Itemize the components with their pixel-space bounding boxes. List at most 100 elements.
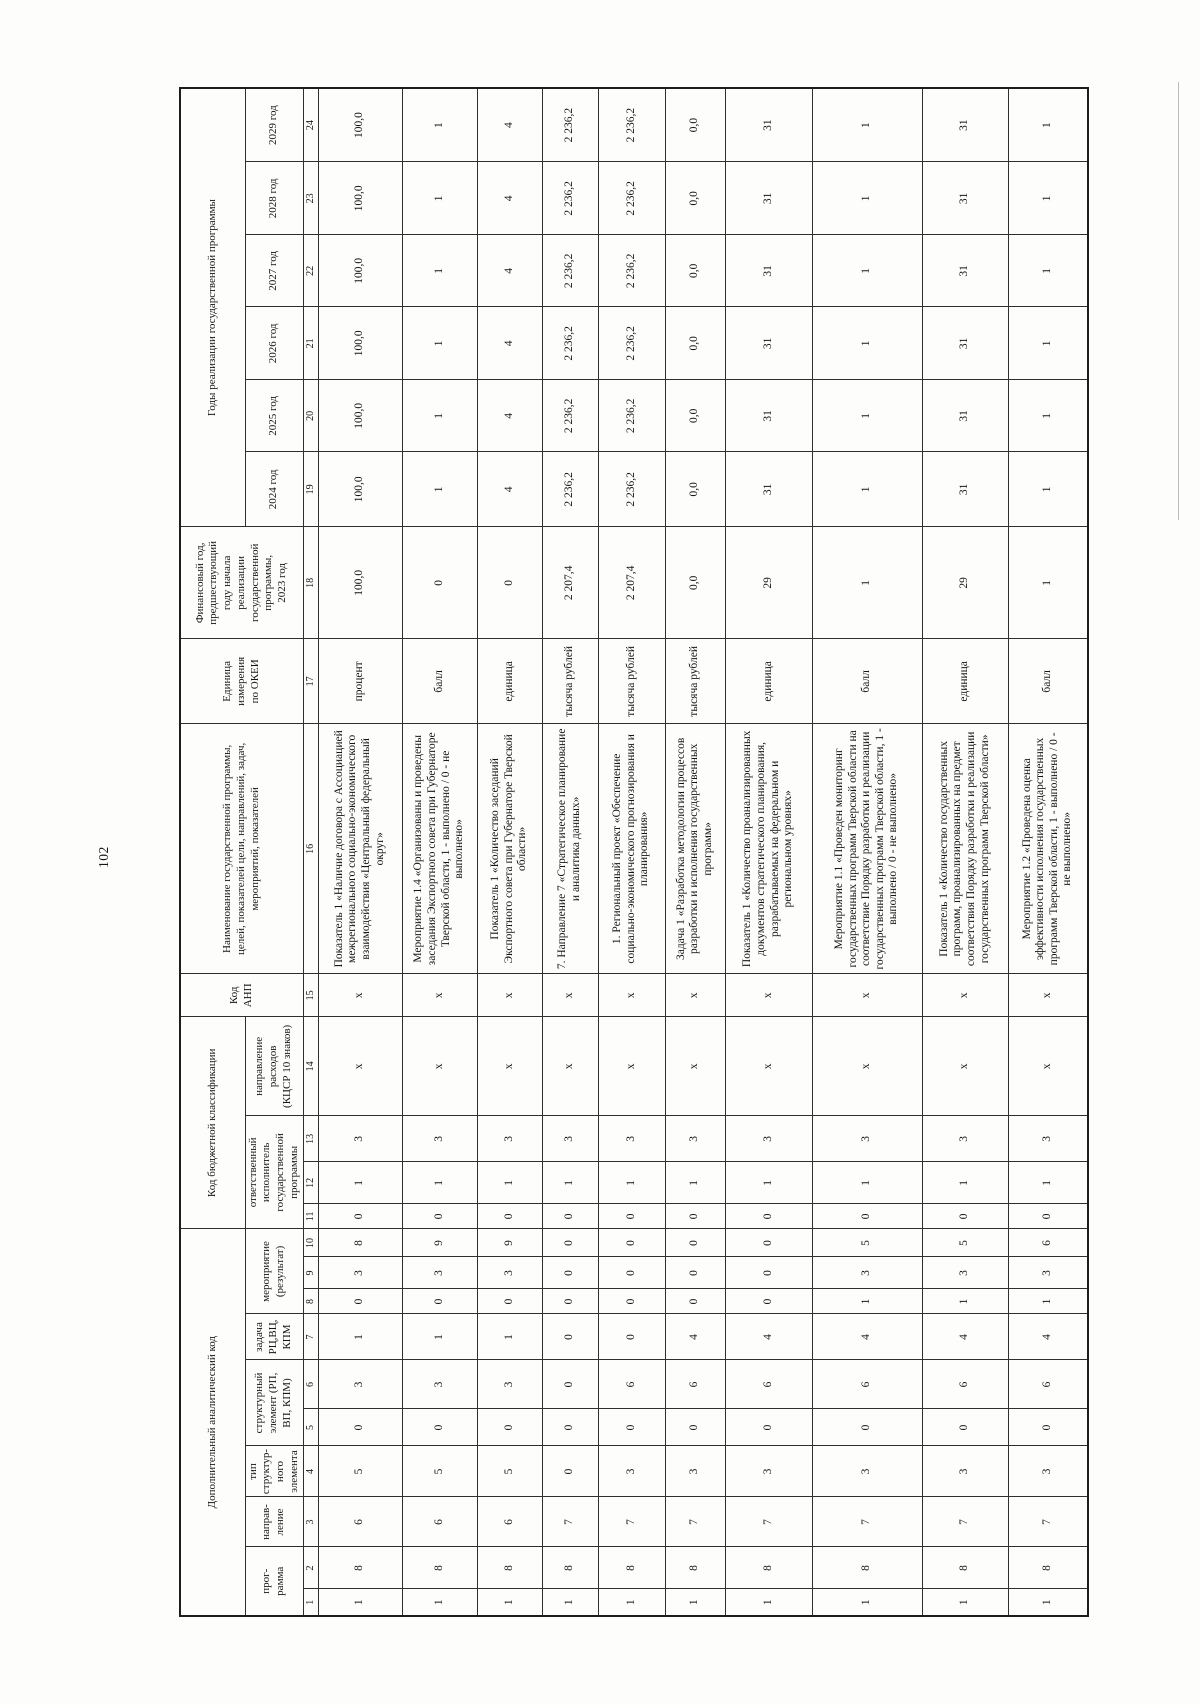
code-cell: 0 — [542, 1203, 598, 1229]
value-cell-2025: 1 — [402, 379, 477, 452]
column-number: 13 — [303, 1115, 318, 1162]
table-row: 1 8 7 3 0 6 4 1 3 6 0 1 3 х х Мероприяти… — [1008, 87, 1088, 1616]
header-fin-year-column: Финансовый год, предшествующий году нача… — [180, 526, 303, 639]
code-cell: 3 — [318, 1257, 402, 1289]
value-cell-2024: 31 — [725, 451, 812, 527]
header-task: задача РЦ,ВЦ, КПМ — [245, 1314, 303, 1360]
code-cell: 0 — [542, 1257, 598, 1289]
value-cell-2024: 31 — [922, 451, 1008, 527]
value-cell-2027: 100,0 — [318, 234, 402, 307]
code-cell: 1 — [318, 1161, 402, 1204]
value-cell-2029: 1 — [402, 87, 477, 162]
unit-cell: тысяча рублей — [542, 638, 598, 724]
code-cell: 4 — [725, 1314, 812, 1360]
value-cell-2024: 100,0 — [318, 451, 402, 527]
code-cell: 6 — [922, 1360, 1008, 1409]
name-cell: Показатель 1 «Количество государственных… — [922, 723, 1008, 974]
code-cell: 0 — [598, 1289, 665, 1314]
code-cell: 0 — [542, 1446, 598, 1497]
header-event: мероприятие (результат) — [245, 1228, 303, 1314]
expense-cell: х — [1008, 1016, 1088, 1116]
value-cell-2023: 0,0 — [665, 526, 725, 639]
code-cell: 0 — [318, 1409, 402, 1446]
table-row: 1 8 7 3 0 6 4 1 3 5 0 1 3 х х Показатель… — [922, 87, 1008, 1616]
code-cell: 1 — [598, 1161, 665, 1204]
unit-cell: единица — [725, 638, 812, 724]
value-cell-2028: 2 236,2 — [542, 161, 598, 235]
code-cell: 1 — [812, 1589, 922, 1616]
code-cell: 1 — [598, 1589, 665, 1616]
code-cell: 0 — [665, 1409, 725, 1446]
value-cell-2025: 2 236,2 — [598, 379, 665, 452]
value-cell-2023: 2 207,4 — [542, 526, 598, 639]
code-cell: 6 — [725, 1360, 812, 1409]
code-cell: 0 — [665, 1257, 725, 1289]
header-row-groups: Дополнительный аналитический код Код бюд… — [180, 87, 303, 1616]
table-row: 1 8 6 5 0 3 1 0 3 9 0 1 3 х х Мероприяти… — [402, 87, 477, 1616]
code-cell: 1 — [725, 1589, 812, 1616]
code-cell: 3 — [402, 1257, 477, 1289]
code-cell: 8 — [665, 1547, 725, 1589]
column-number: 9 — [303, 1257, 318, 1289]
header-year-2028: 2028 год — [245, 161, 303, 235]
value-cell-2024: 1 — [812, 451, 922, 527]
code-cell: 6 — [477, 1497, 542, 1547]
code-cell: 1 — [318, 1589, 402, 1616]
code-cell: 0 — [542, 1409, 598, 1446]
header-anp-code: Код АНП — [180, 973, 303, 1017]
code-cell: 8 — [598, 1547, 665, 1589]
column-number: 17 — [303, 638, 318, 724]
anp-cell: х — [922, 973, 1008, 1017]
code-cell: 1 — [318, 1314, 402, 1360]
value-cell-2027: 1 — [1008, 234, 1088, 307]
code-cell: 1 — [922, 1161, 1008, 1204]
code-cell: 7 — [598, 1497, 665, 1547]
code-cell: 1 — [542, 1161, 598, 1204]
code-cell: 0 — [542, 1228, 598, 1257]
table-row: 1 8 6 5 0 3 1 0 3 9 0 1 3 х х Показатель… — [477, 87, 542, 1616]
unit-cell: балл — [812, 638, 922, 724]
value-cell-2024: 0,0 — [665, 451, 725, 527]
value-cell-2029: 31 — [922, 87, 1008, 162]
code-cell: 3 — [477, 1115, 542, 1162]
code-cell: 0 — [665, 1203, 725, 1229]
code-cell: 3 — [725, 1446, 812, 1497]
name-cell: 1. Региональный проект «Обеспечение соци… — [598, 723, 665, 974]
value-cell-2026: 1 — [812, 306, 922, 380]
anp-cell: х — [812, 973, 922, 1017]
code-cell: 8 — [922, 1547, 1008, 1589]
code-cell: 0 — [1008, 1203, 1088, 1229]
code-cell: 0 — [598, 1228, 665, 1257]
value-cell-2026: 4 — [477, 306, 542, 380]
code-cell: 7 — [542, 1497, 598, 1547]
code-cell: 3 — [318, 1115, 402, 1162]
code-cell: 3 — [318, 1360, 402, 1409]
header-analytical-code: Дополнительный аналитический код — [180, 1228, 245, 1616]
code-cell: 0 — [598, 1314, 665, 1360]
anp-cell: х — [665, 973, 725, 1017]
code-cell: 1 — [725, 1161, 812, 1204]
value-cell-2027: 2 236,2 — [542, 234, 598, 307]
column-number: 4 — [303, 1446, 318, 1497]
value-cell-2024: 2 236,2 — [542, 451, 598, 527]
code-cell: 0 — [542, 1360, 598, 1409]
expense-cell: х — [542, 1016, 598, 1116]
column-number: 19 — [303, 451, 318, 527]
code-cell: 1 — [402, 1314, 477, 1360]
code-cell: 1 — [402, 1161, 477, 1204]
value-cell-2028: 100,0 — [318, 161, 402, 235]
value-cell-2029: 4 — [477, 87, 542, 162]
code-cell: 3 — [725, 1115, 812, 1162]
value-cell-2029: 1 — [1008, 87, 1088, 162]
code-cell: 9 — [402, 1228, 477, 1257]
anp-cell: х — [725, 973, 812, 1017]
code-cell: 3 — [477, 1257, 542, 1289]
column-number: 23 — [303, 161, 318, 235]
column-number: 22 — [303, 234, 318, 307]
value-cell-2028: 31 — [922, 161, 1008, 235]
unit-cell: тысяча рублей — [665, 638, 725, 724]
code-cell: 1 — [812, 1289, 922, 1314]
anp-cell: х — [542, 973, 598, 1017]
anp-cell: х — [1008, 973, 1088, 1017]
value-cell-2029: 2 236,2 — [542, 87, 598, 162]
